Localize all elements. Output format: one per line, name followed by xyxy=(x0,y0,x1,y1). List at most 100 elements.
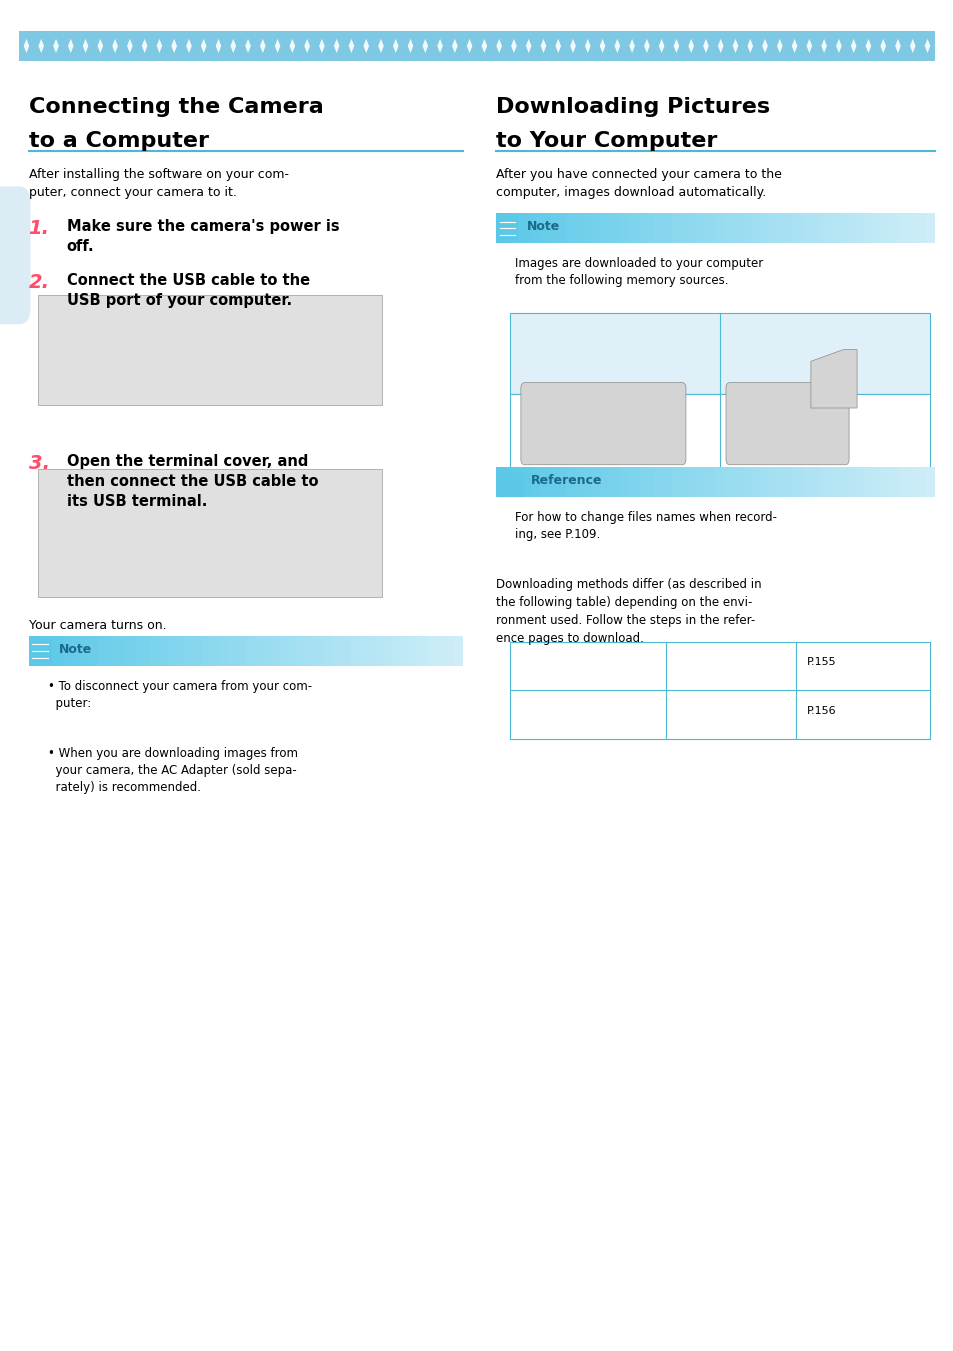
Bar xyxy=(917,467,925,497)
Bar xyxy=(539,213,548,243)
Bar xyxy=(715,213,723,243)
Polygon shape xyxy=(68,39,73,53)
Bar xyxy=(759,467,767,497)
Bar xyxy=(873,213,882,243)
Polygon shape xyxy=(274,39,280,53)
Polygon shape xyxy=(290,39,294,53)
Polygon shape xyxy=(810,350,856,408)
Bar xyxy=(141,636,150,666)
Bar xyxy=(776,213,785,243)
Bar xyxy=(723,213,732,243)
Polygon shape xyxy=(805,39,811,53)
Polygon shape xyxy=(407,39,413,53)
Bar xyxy=(246,636,254,666)
Polygon shape xyxy=(318,39,324,53)
Bar xyxy=(890,213,899,243)
Bar xyxy=(38,295,381,405)
Bar xyxy=(750,467,759,497)
Bar xyxy=(636,213,644,243)
Polygon shape xyxy=(584,39,590,53)
Polygon shape xyxy=(53,39,59,53)
Text: • When you are downloading images from
  your camera, the AC Adapter (sold sepa-: • When you are downloading images from y… xyxy=(48,747,297,794)
Polygon shape xyxy=(186,39,192,53)
Polygon shape xyxy=(718,39,722,53)
Bar xyxy=(882,213,890,243)
Bar xyxy=(132,636,141,666)
Text: P.155: P.155 xyxy=(806,657,836,667)
Bar xyxy=(272,636,280,666)
Bar xyxy=(314,636,323,666)
Polygon shape xyxy=(776,39,781,53)
Bar xyxy=(254,636,263,666)
Polygon shape xyxy=(127,39,132,53)
Bar xyxy=(846,467,855,497)
Bar xyxy=(741,213,750,243)
Bar xyxy=(454,636,462,666)
Polygon shape xyxy=(570,39,576,53)
Bar xyxy=(575,467,583,497)
Bar xyxy=(401,636,410,666)
Polygon shape xyxy=(97,39,103,53)
Bar xyxy=(688,213,698,243)
Bar xyxy=(384,636,393,666)
Polygon shape xyxy=(24,39,30,53)
Bar xyxy=(531,467,539,497)
Polygon shape xyxy=(156,39,162,53)
Polygon shape xyxy=(245,39,251,53)
Text: 1.: 1. xyxy=(29,219,50,238)
Polygon shape xyxy=(659,39,663,53)
Bar xyxy=(873,467,882,497)
Bar xyxy=(654,213,662,243)
Bar xyxy=(698,467,706,497)
Polygon shape xyxy=(436,39,442,53)
Bar xyxy=(592,213,600,243)
Bar xyxy=(566,213,575,243)
Bar xyxy=(679,467,688,497)
Polygon shape xyxy=(747,39,752,53)
Bar xyxy=(627,467,636,497)
Bar xyxy=(219,636,228,666)
Bar xyxy=(557,467,566,497)
Polygon shape xyxy=(702,39,708,53)
Bar xyxy=(846,213,855,243)
Bar xyxy=(907,213,917,243)
Bar xyxy=(600,467,610,497)
Polygon shape xyxy=(393,39,398,53)
FancyBboxPatch shape xyxy=(0,186,30,324)
Text: Images are downloaded to your computer
from the following memory sources.: Images are downloaded to your computer f… xyxy=(515,257,762,286)
Polygon shape xyxy=(540,39,546,53)
Text: After installing the software on your com-
puter, connect your camera to it.: After installing the software on your co… xyxy=(29,168,289,199)
Bar xyxy=(820,213,829,243)
Bar xyxy=(644,467,654,497)
Bar xyxy=(71,636,81,666)
Bar xyxy=(688,467,698,497)
Bar xyxy=(37,636,46,666)
Bar xyxy=(863,467,873,497)
Polygon shape xyxy=(821,39,826,53)
Polygon shape xyxy=(614,39,619,53)
Bar xyxy=(522,467,531,497)
Bar xyxy=(496,213,504,243)
Polygon shape xyxy=(673,39,679,53)
Bar xyxy=(510,313,929,394)
Bar xyxy=(410,636,419,666)
Bar xyxy=(566,467,575,497)
Bar xyxy=(627,213,636,243)
Polygon shape xyxy=(909,39,915,53)
Bar xyxy=(557,213,566,243)
Bar xyxy=(158,636,168,666)
Polygon shape xyxy=(231,39,235,53)
Bar xyxy=(794,213,802,243)
Text: Connect the USB cable to the
USB port of your computer.: Connect the USB cable to the USB port of… xyxy=(67,273,310,308)
Text: Open the terminal cover, and
then connect the USB cable to
its USB terminal.: Open the terminal cover, and then connec… xyxy=(67,454,318,508)
Polygon shape xyxy=(377,39,383,53)
Bar xyxy=(228,636,236,666)
Polygon shape xyxy=(732,39,738,53)
Bar xyxy=(863,213,873,243)
Bar xyxy=(419,636,428,666)
Text: For how to change files names when record-
ing, see P.109.: For how to change files names when recor… xyxy=(515,511,777,540)
Polygon shape xyxy=(525,39,531,53)
Bar xyxy=(917,213,925,243)
Bar xyxy=(513,213,522,243)
Bar xyxy=(393,636,401,666)
